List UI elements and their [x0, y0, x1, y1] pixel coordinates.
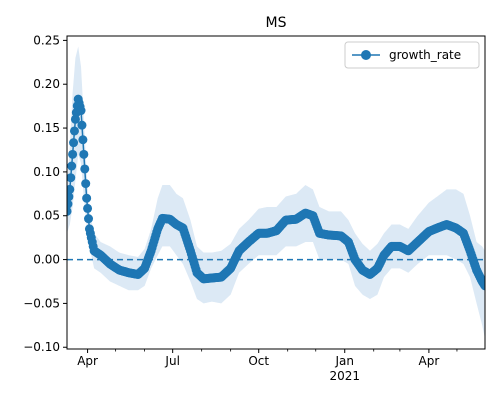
plot-frame: [66, 35, 486, 350]
y-tick-label: 0.00: [33, 253, 60, 267]
x-tick-label: Apr: [77, 354, 98, 368]
x-tick-year-label: 2021: [329, 369, 360, 383]
data-point: [67, 173, 76, 183]
data-point: [67, 199, 73, 209]
data-point: [69, 126, 79, 136]
y-tick-label: 0.10: [33, 165, 60, 179]
y-axis: −0.10 −0.05 0.00 0.05 0.10 0.15 0.20 0.25: [23, 33, 67, 354]
data-point: [67, 161, 77, 171]
data-point: [77, 120, 87, 130]
data-point: [81, 179, 91, 189]
y-tick-label: −0.05: [23, 296, 60, 310]
data-point: [83, 203, 93, 213]
data-point: [78, 135, 88, 145]
y-tick-label: −0.10: [23, 340, 60, 354]
y-tick-label: 0.20: [33, 77, 60, 91]
y-tick-label: 0.15: [33, 121, 60, 135]
data-point: [67, 192, 74, 202]
y-tick-label: 0.25: [33, 33, 60, 47]
data-point: [68, 149, 78, 159]
legend: growth_rate: [344, 41, 480, 69]
data-point: [70, 114, 80, 124]
data-point: [84, 214, 94, 224]
x-tick-label: Oct: [248, 354, 269, 368]
growth-rate-series: [67, 94, 485, 291]
legend-frame: [344, 41, 480, 69]
data-point: [480, 281, 485, 291]
data-point: [67, 184, 75, 194]
data-point: [76, 106, 86, 116]
data-point: [80, 164, 90, 174]
data-point: [69, 138, 79, 148]
x-tick-label: Apr: [419, 354, 440, 368]
y-tick-label: 0.05: [33, 209, 60, 223]
chart-title: MS: [266, 15, 287, 31]
data-point: [79, 149, 89, 159]
x-tick-label: Jul: [164, 354, 179, 368]
legend-marker-swatch: [361, 50, 371, 60]
x-tick-label: Jan: [334, 354, 354, 368]
legend-label-growth-rate: growth_rate: [389, 48, 461, 62]
data-point: [82, 193, 92, 203]
data-point: [67, 206, 72, 216]
